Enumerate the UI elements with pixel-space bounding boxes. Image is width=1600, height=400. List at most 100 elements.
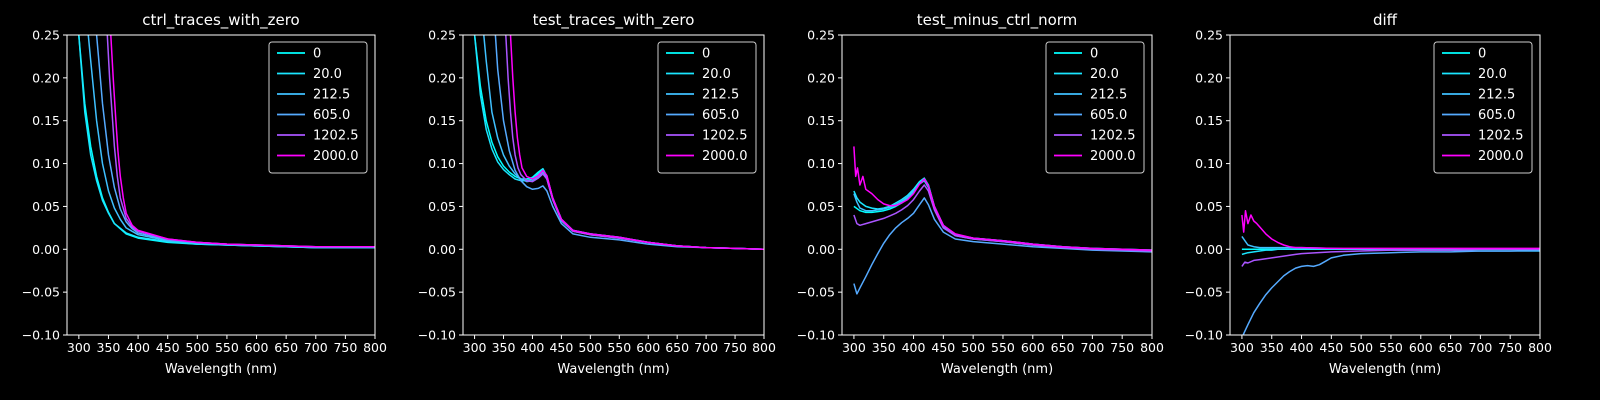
x-tick-label: 500 xyxy=(961,340,985,355)
legend-label: 0 xyxy=(1090,47,1098,62)
chart-panel-3: 300 350 400 450 500 550 600 650 700 750 800 −0.10 −0… xyxy=(797,11,1164,377)
legend-label: 2000.0 xyxy=(702,149,748,164)
y-tick-label: 0.20 xyxy=(428,70,456,85)
legend-box xyxy=(657,41,757,174)
legend-label: 212.5 xyxy=(1090,88,1127,103)
x-tick-label: 550 xyxy=(215,340,239,355)
y-tick-label: 0.00 xyxy=(807,242,835,257)
series-line-605.0 xyxy=(494,35,764,251)
series-line-2000.0 xyxy=(1241,209,1540,250)
y-tick-label: 0.20 xyxy=(807,70,835,85)
series-line-605.0 xyxy=(853,197,1152,295)
x-tick-label: 650 xyxy=(274,340,298,355)
y-tick-label: 0.10 xyxy=(428,156,456,171)
x-tick-label: 700 xyxy=(1468,340,1492,355)
x-tick-label: 300 xyxy=(842,340,866,355)
x-tick-label: 400 xyxy=(126,340,150,355)
legend-label: 605.0 xyxy=(313,108,350,123)
series-group xyxy=(473,35,764,251)
x-tick-label: 600 xyxy=(1021,340,1045,355)
legend-label: 0 xyxy=(313,47,321,62)
x-tick-label: 350 xyxy=(1260,340,1284,355)
y-tick-label: 0.20 xyxy=(1195,70,1223,85)
y-tick-label: −0.10 xyxy=(1185,328,1223,343)
axes-frame xyxy=(1229,34,1541,336)
legend-label: 2000.0 xyxy=(313,149,359,164)
x-axis-label: Wavelength (nm) xyxy=(165,362,277,377)
series-line-2000.0 xyxy=(853,146,1152,251)
x-tick-label: 700 xyxy=(304,340,328,355)
legend-label: 2000.0 xyxy=(1090,149,1136,164)
legend-label: 20.0 xyxy=(313,67,342,82)
x-tick-label: 350 xyxy=(97,340,121,355)
y-tick-label: −0.05 xyxy=(22,285,60,300)
x-tick-label: 750 xyxy=(723,340,747,355)
y-tick-label: −0.05 xyxy=(1185,285,1223,300)
legend-label: 1202.5 xyxy=(702,129,748,144)
legend-label: 212.5 xyxy=(313,88,350,103)
x-tick-label: 400 xyxy=(1290,340,1314,355)
x-tick-label: 450 xyxy=(156,340,180,355)
y-tick-label: −0.05 xyxy=(797,285,835,300)
x-tick-label: 700 xyxy=(694,340,718,355)
x-tick-label: 650 xyxy=(665,340,689,355)
y-tick-label: 0.15 xyxy=(1195,113,1223,128)
x-tick-label: 550 xyxy=(991,340,1015,355)
legend-label: 0 xyxy=(702,47,710,62)
y-tick-label: 0.25 xyxy=(428,28,456,43)
x-axis-label: Wavelength (nm) xyxy=(941,362,1053,377)
x-tick-label: 800 xyxy=(1528,340,1552,355)
legend-label: 20.0 xyxy=(1090,67,1119,82)
legend-label: 1202.5 xyxy=(313,129,359,144)
axes-frame xyxy=(66,34,376,336)
x-tick-label: 600 xyxy=(1409,340,1433,355)
y-tick-label: 0.05 xyxy=(1195,199,1223,214)
x-tick-label: 650 xyxy=(1051,340,1075,355)
chart-title: test_traces_with_zero xyxy=(533,11,695,30)
x-tick-label: 750 xyxy=(333,340,357,355)
series-group xyxy=(1241,209,1540,335)
x-tick-label: 550 xyxy=(607,340,631,355)
x-tick-label: 350 xyxy=(872,340,896,355)
x-tick-label: 450 xyxy=(1319,340,1343,355)
y-tick-label: 0.05 xyxy=(807,199,835,214)
y-tick-label: 0.00 xyxy=(428,242,456,257)
y-tick-label: 0.10 xyxy=(32,156,60,171)
axes-frame xyxy=(462,34,765,336)
legend-label: 605.0 xyxy=(1090,108,1127,123)
legend: 0 20.0 212.5 605.0 1202.5 2000.0 xyxy=(268,41,368,174)
y-tick-label: 0.15 xyxy=(428,113,456,128)
y-tick-label: −0.05 xyxy=(418,285,456,300)
x-tick-label: 450 xyxy=(931,340,955,355)
x-tick-label: 550 xyxy=(1379,340,1403,355)
y-tick-label: 0.25 xyxy=(807,28,835,43)
y-tick-label: 0.05 xyxy=(428,199,456,214)
x-tick-label: 300 xyxy=(463,340,487,355)
x-tick-label: 800 xyxy=(752,340,776,355)
y-tick-label: 0.20 xyxy=(32,70,60,85)
axes-frame xyxy=(841,34,1153,336)
x-tick-label: 450 xyxy=(549,340,573,355)
x-tick-label: 750 xyxy=(1110,340,1134,355)
legend: 0 20.0 212.5 605.0 1202.5 2000.0 xyxy=(1045,41,1145,174)
y-tick-label: 0.15 xyxy=(807,113,835,128)
chart-panel-1: 300 350 400 450 500 550 600 650 700 750 800 −0.10 −0… xyxy=(22,11,387,377)
chart-title: ctrl_traces_with_zero xyxy=(142,11,299,30)
x-axis-label: Wavelength (nm) xyxy=(557,362,669,377)
legend-box xyxy=(1045,41,1145,174)
legend-label: 1202.5 xyxy=(1478,129,1524,144)
legend-label: 212.5 xyxy=(1478,88,1515,103)
x-tick-label: 750 xyxy=(1498,340,1522,355)
series-line-1202.5 xyxy=(1241,248,1540,267)
chart-panel-2: 300 350 400 450 500 550 600 650 700 750 800 −0.10 −0… xyxy=(418,11,776,377)
x-tick-label: 500 xyxy=(185,340,209,355)
x-tick-label: 350 xyxy=(492,340,516,355)
x-tick-label: 800 xyxy=(363,340,387,355)
y-tick-label: 0.25 xyxy=(1195,28,1223,43)
legend-label: 1202.5 xyxy=(1090,129,1136,144)
legend-label: 20.0 xyxy=(702,67,731,82)
legend-label: 0 xyxy=(1478,47,1486,62)
legend-label: 212.5 xyxy=(702,88,739,103)
y-tick-label: −0.10 xyxy=(418,328,456,343)
